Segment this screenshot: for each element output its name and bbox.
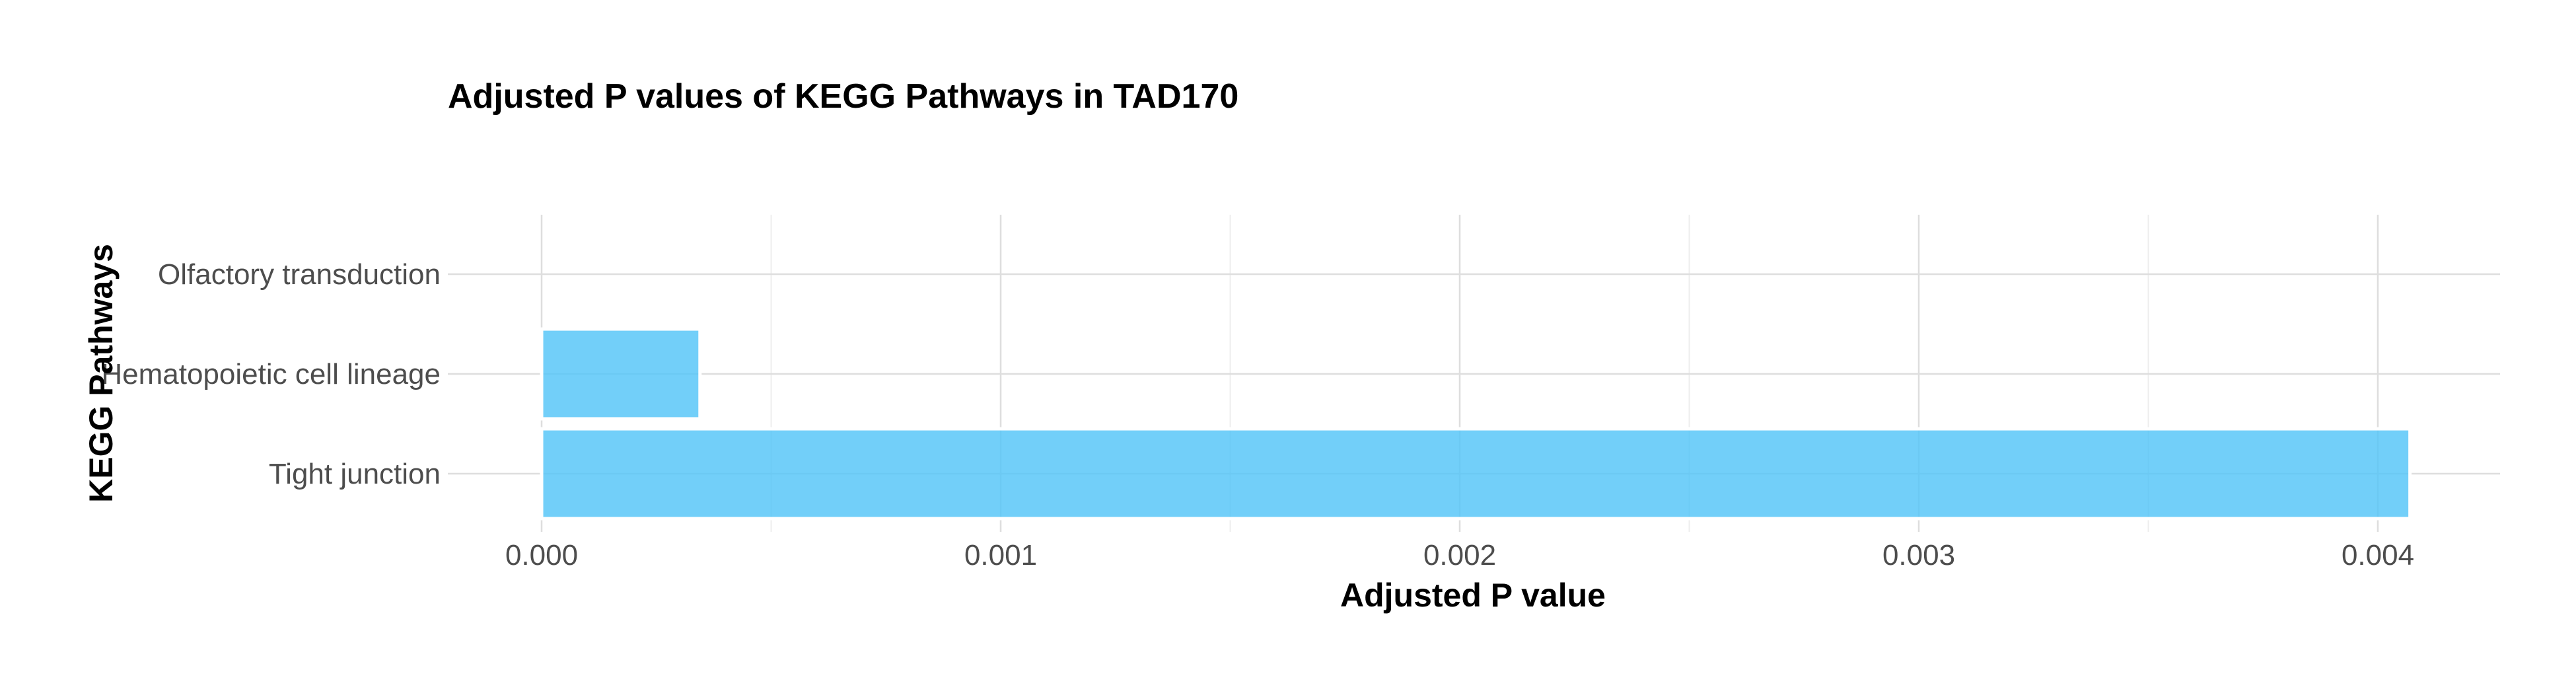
y-tick-label: Tight junction: [269, 458, 441, 490]
x-tick-label: 0.003: [1882, 539, 1955, 571]
label-layer: 0.000 0.001 0.002 0.003 0.004 Tight junction H…: [101, 258, 2414, 571]
x-tick-label: 0.002: [1423, 539, 1496, 571]
x-tick-label: 0.000: [505, 539, 578, 571]
y-tick-label: Hematopoietic cell lineage: [101, 358, 441, 390]
bar: [540, 327, 702, 421]
bar-layer: [540, 327, 2412, 521]
x-axis-title: Adjusted P value: [1340, 577, 1606, 614]
bar: [540, 427, 2412, 521]
x-tick-label: 0.004: [2342, 539, 2414, 571]
y-tick-label: Olfactory transduction: [158, 258, 441, 291]
chart-title: Adjusted P values of KEGG Pathways in TA…: [448, 77, 1238, 116]
x-tick-label: 0.001: [964, 539, 1037, 571]
y-axis-title: KEGG Pathways: [83, 244, 120, 503]
